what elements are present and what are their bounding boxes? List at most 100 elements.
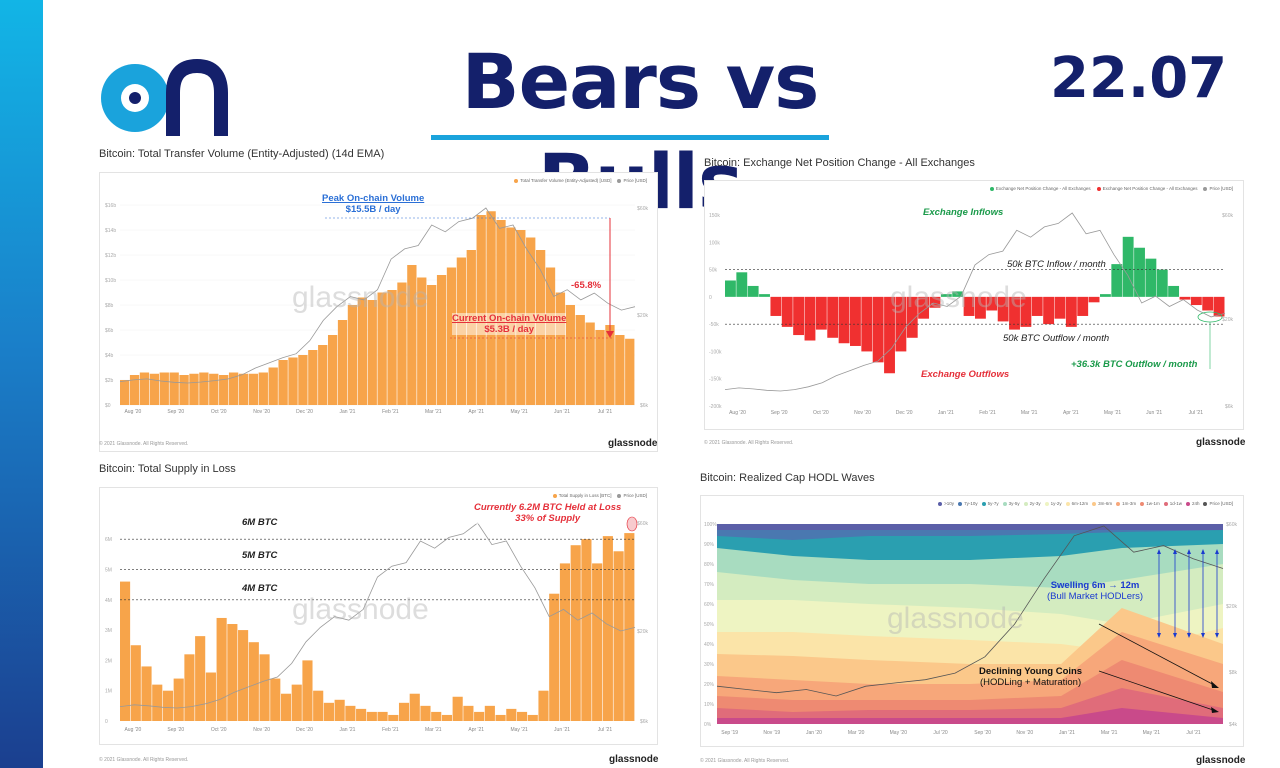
page-date: 22.07 <box>1050 46 1228 111</box>
chart4-swell-label: Swelling 6m → 12m <box>1050 580 1140 591</box>
chart3-ytick-2: 2M <box>105 658 112 664</box>
chart2-bar <box>1202 296 1214 311</box>
legend-swatch <box>981 501 986 506</box>
chart3-bar <box>613 551 624 721</box>
chart2-bar <box>929 296 941 308</box>
panel4-brand: glassnode <box>1196 755 1246 766</box>
legend-item-4: 2y-3y <box>1023 501 1041 506</box>
chart3-bar <box>516 711 528 721</box>
chart1-bar <box>417 277 427 405</box>
chart3-bar <box>549 593 560 721</box>
chart2-bar <box>850 296 861 346</box>
chart3-6m-label: 6M BTC <box>242 517 278 528</box>
chart1-bar <box>120 380 130 405</box>
chart4-xtick-5: Jul '20 <box>933 730 948 736</box>
chart3-4m-label: 4M BTC <box>242 583 278 594</box>
chart2-ytick-0: -200k <box>709 404 722 410</box>
legend-swatch <box>1065 501 1070 506</box>
legend-swatch <box>1163 501 1168 506</box>
chart3-bar <box>184 654 195 721</box>
chart2-bar <box>1179 296 1191 300</box>
chart3-bar <box>216 617 227 721</box>
chart4-ytick-4: 40% <box>704 642 715 648</box>
chart2-bar <box>1111 264 1123 297</box>
chart2-price-line <box>724 212 1226 392</box>
chart2-bar <box>838 296 850 344</box>
chart2-outflow-threshold: 50k BTC Outflow / month <box>1003 333 1110 344</box>
legend-item-inflow: Exchange Net Position Change - All Excha… <box>989 186 1091 191</box>
chart3-xtick-0: Aug '20 <box>124 727 141 733</box>
chart2-legend: Exchange Net Position Change - All Excha… <box>989 186 1233 191</box>
chart3-xtick-3: Nov '20 <box>253 727 270 733</box>
chart2-bar <box>918 296 930 319</box>
legend-label: Price [USD] <box>1209 501 1233 506</box>
legend-item-2: 5y-7y <box>981 501 999 506</box>
chart2-xtick-5: Jan '21 <box>938 410 954 416</box>
legend-label: 3m-6m <box>1098 501 1113 506</box>
panel1-copyright: © 2021 Glassnode. All Rights Reserved. <box>99 441 189 447</box>
legend-swatch <box>1002 501 1007 506</box>
chart2-bar <box>872 296 884 363</box>
chart3-xtick-5: Jan '21 <box>339 727 355 733</box>
chart1-peak-annotation: Peak On-chain Volume $15.5B / day <box>322 193 424 215</box>
legend-item-5: 1y-2y <box>1044 501 1062 506</box>
chart3-xtick-6: Feb '21 <box>382 727 399 733</box>
chart2-y2tick-1: $20k <box>1222 317 1233 323</box>
chart1-peak-label: Peak On-chain Volume <box>322 193 425 204</box>
chart2-inflow-threshold: 50k BTC Inflow / month <box>1007 259 1106 270</box>
legend-item-6: 6m-12m <box>1065 501 1088 506</box>
chart2-bar <box>1134 247 1145 297</box>
transfer-volume-chart: Total Transfer Volume (Entity-Adjusted) … <box>99 172 658 452</box>
chart3-bar <box>248 642 259 721</box>
legend-item-3: 3y-5y <box>1002 501 1020 506</box>
chart2-bar <box>997 296 1009 322</box>
panel4-title: Bitcoin: Realized Cap HODL Waves <box>700 472 875 484</box>
chart3-bar <box>227 624 238 721</box>
chart3-current-annotation: Currently 6.2M BTC Held at Loss 33% of S… <box>474 502 622 524</box>
chart1-xtick-5: Jan '21 <box>339 409 355 415</box>
chart3-bar <box>356 708 367 721</box>
chart4-y2tick-2: $8k <box>1229 670 1238 676</box>
chart4-young-arrowhead-1 <box>1211 681 1219 688</box>
chart2-bar <box>884 296 895 374</box>
chart1-ytick-3: $6b <box>105 328 114 334</box>
chart1-bar <box>199 372 209 405</box>
chart1-bar <box>397 282 407 405</box>
chart4-xtick-2: Jan '20 <box>806 730 822 736</box>
chart2-xtick-1: Sep '20 <box>771 410 788 416</box>
chart1-bar <box>347 305 358 405</box>
chart1-ytick-0: $0 <box>105 403 111 409</box>
chart2-bar <box>759 294 770 297</box>
chart2-bar <box>1156 269 1168 297</box>
chart1-bar <box>209 373 219 405</box>
chart1-bar <box>308 350 318 405</box>
chart1-xtick-10: Jun '21 <box>554 409 570 415</box>
chart2-bar <box>804 296 816 341</box>
chart2-ytick-7: 150k <box>709 213 720 219</box>
chart1-xtick-11: Jul '21 <box>598 409 613 415</box>
legend-item-11: 24h <box>1185 501 1199 506</box>
chart2-bar <box>963 296 975 316</box>
chart2-bar <box>1043 296 1055 325</box>
chart4-xtick-11: Jul '21 <box>1186 730 1201 736</box>
chart4-xtick-3: Mar '20 <box>848 730 865 736</box>
chart3-xtick-4: Dec '20 <box>296 727 313 733</box>
chart2-ytick-6: 100k <box>709 240 720 246</box>
chart2-xtick-10: Jun '21 <box>1146 410 1162 416</box>
chart3-bar <box>377 711 388 721</box>
chart3-ytick-4: 4M <box>105 598 112 604</box>
chart2-xtick-3: Nov '20 <box>854 410 871 416</box>
chart2-bar <box>793 296 805 336</box>
chart1-ytick-5: $10b <box>105 278 116 284</box>
chart1-y2tick-2: $60k <box>637 206 648 212</box>
sidebar-accent <box>0 0 43 768</box>
chart4-ytick-1: 10% <box>704 702 715 708</box>
chart4-legend: >10y 7y-10y 5y-7y 3y-5y 2y-3y 1y-2y 6m-12m 3m-6… <box>938 501 1233 506</box>
chart2-y2tick-0: $60k <box>1222 213 1233 219</box>
chart3-bar <box>602 536 613 721</box>
chart2-bar <box>906 296 918 338</box>
chart3-bar <box>559 563 571 721</box>
chart2-current-highlight <box>1197 311 1223 323</box>
chart4-young-annotation: Declining Young Coins (HODLing + Maturat… <box>979 666 1082 688</box>
chart1-xtick-6: Feb '21 <box>382 409 399 415</box>
